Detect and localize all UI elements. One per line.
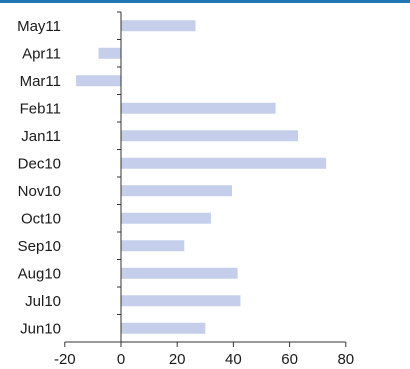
category-label-oct10: Oct10: [21, 210, 61, 227]
axes-group: [64, 11, 347, 347]
category-label-jun10: Jun10: [20, 320, 61, 337]
bar-oct10: [121, 212, 211, 224]
category-label-dec10: Dec10: [18, 155, 61, 172]
x-tick-label-neg20: -20: [54, 351, 76, 368]
bar-jan11: [121, 130, 299, 142]
x-tick-label-60: 60: [281, 351, 298, 368]
bar-jun10: [121, 322, 206, 334]
category-label-nov10: Nov10: [18, 183, 61, 200]
category-label-feb11: Feb11: [20, 100, 61, 117]
bar-sep10: [121, 240, 185, 252]
category-label-sep10: Sep10: [18, 238, 61, 255]
bar-feb11: [121, 102, 276, 114]
category-label-jan11: Jan11: [21, 128, 61, 145]
x-tick-label-0: 0: [117, 351, 125, 368]
bar-jul10: [121, 295, 241, 307]
bar-apr11: [98, 47, 121, 59]
bar-aug10: [121, 267, 238, 279]
bar-mar11: [76, 75, 121, 87]
x-tick-label-80: 80: [337, 351, 354, 368]
top-accent-rule: [0, 0, 410, 3]
bar-nov10: [121, 185, 232, 197]
category-label-jul10: Jul10: [25, 293, 61, 310]
category-label-may11: May11: [17, 18, 61, 35]
category-label-aug10: Aug10: [18, 265, 61, 282]
labels-group: Jun10 Jul10 Aug10 Sep10 Oct10 Nov10 Dec10 Jan11…: [17, 18, 354, 368]
category-label-mar11: Mar11: [20, 73, 61, 90]
category-label-apr11: Apr11: [22, 45, 61, 62]
bar-may11: [121, 20, 196, 32]
x-tick-label-40: 40: [225, 351, 242, 368]
bars-group: [76, 20, 327, 334]
x-tick-label-20: 20: [169, 351, 186, 368]
bar-dec10: [121, 157, 327, 169]
